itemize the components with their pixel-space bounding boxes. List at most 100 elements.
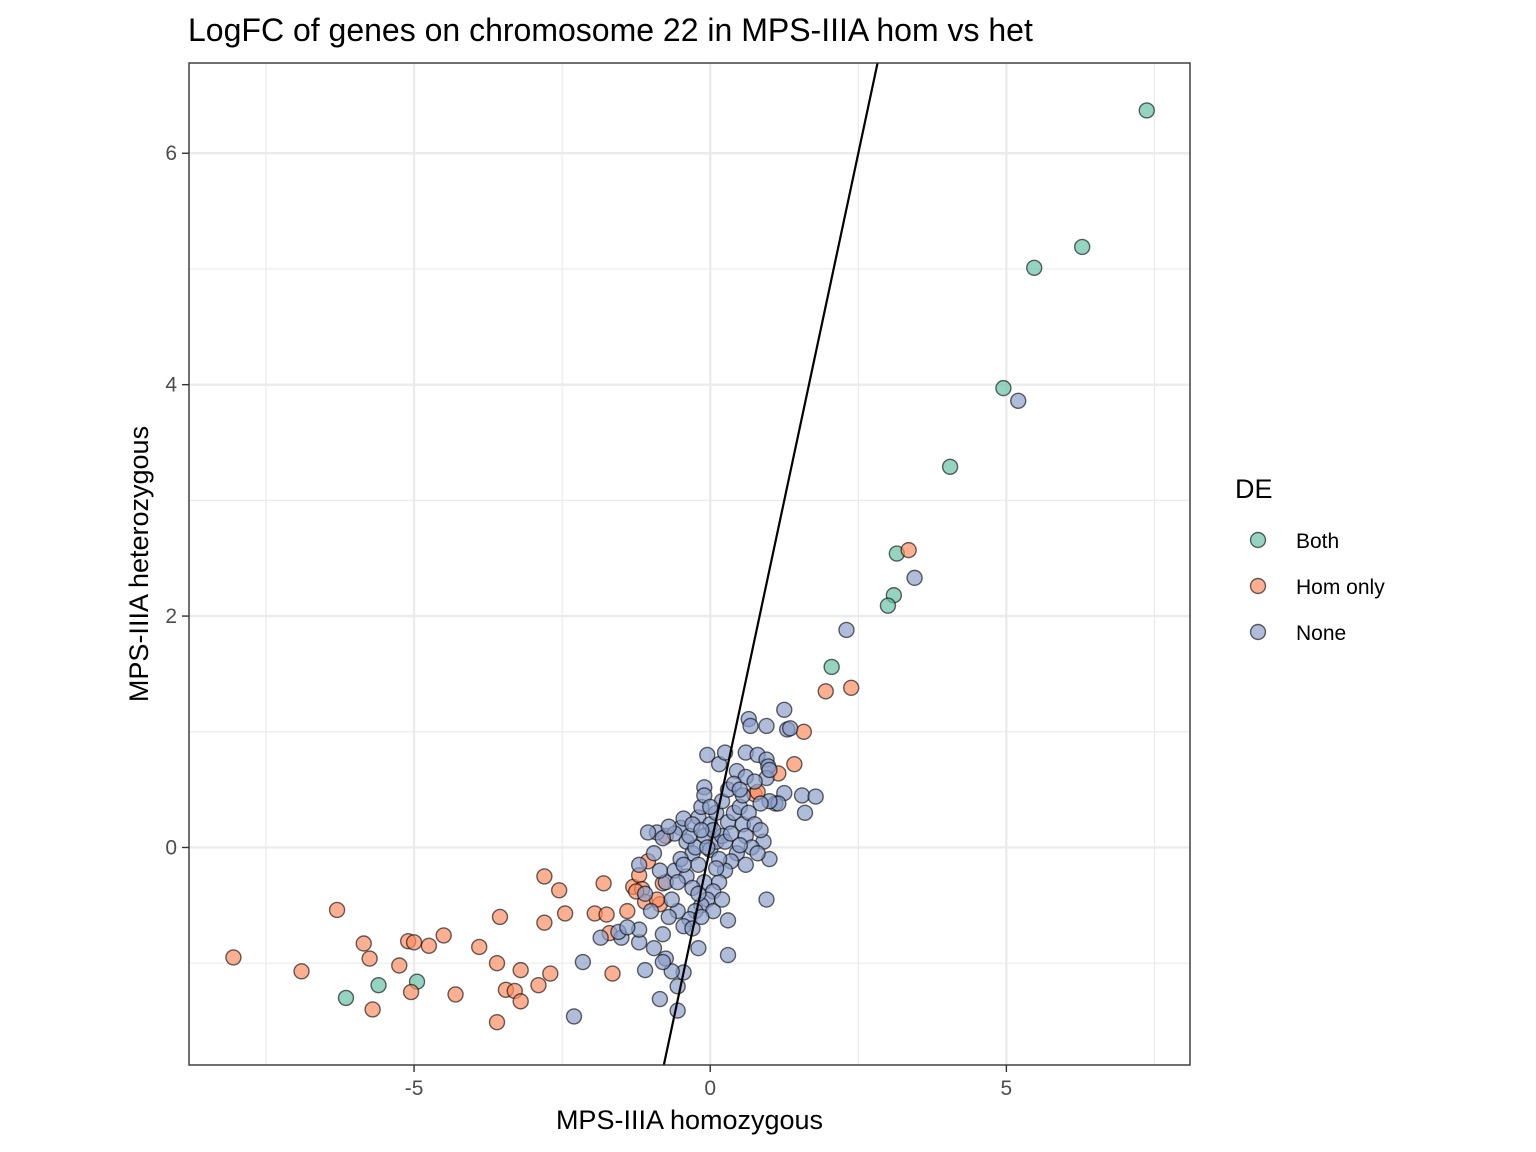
data-point xyxy=(355,935,372,952)
data-point xyxy=(364,1001,381,1018)
y-axis: 0 2 4 6 xyxy=(165,142,189,859)
data-point xyxy=(512,993,529,1010)
data-point xyxy=(746,773,763,790)
data-point xyxy=(796,804,814,821)
data-point xyxy=(776,701,793,718)
data-point xyxy=(669,978,686,995)
legend-key xyxy=(1249,577,1267,595)
data-point xyxy=(598,906,615,923)
data-point xyxy=(639,824,657,841)
y-axis-title: MPS-IIIA heterozygous xyxy=(124,426,154,702)
data-point xyxy=(823,658,840,676)
chart-title: LogFC of genes on chromosome 22 in MPS-I… xyxy=(188,12,1033,48)
x-tick-label: 0 xyxy=(704,1077,716,1100)
data-point xyxy=(843,679,860,697)
data-point xyxy=(405,934,423,951)
data-point xyxy=(758,717,775,735)
data-point xyxy=(660,818,677,835)
data-point xyxy=(699,746,716,764)
data-point xyxy=(654,953,672,971)
data-point xyxy=(293,963,310,980)
data-point xyxy=(719,946,737,964)
data-point xyxy=(752,821,769,839)
data-point xyxy=(565,1008,583,1025)
plot-panel xyxy=(188,62,1191,1066)
data-point xyxy=(707,860,725,877)
data-point xyxy=(619,919,636,936)
data-point xyxy=(941,458,959,476)
data-point xyxy=(654,926,672,943)
data-point xyxy=(370,976,387,994)
data-point xyxy=(402,983,420,1001)
data-point xyxy=(361,950,378,967)
data-point xyxy=(879,597,897,614)
data-point xyxy=(651,990,669,1008)
data-point xyxy=(574,953,592,971)
data-point xyxy=(693,821,710,839)
y-tick-label: 0 xyxy=(165,836,177,859)
data-point xyxy=(651,862,669,879)
data-point xyxy=(328,901,346,919)
data-point xyxy=(630,856,648,874)
data-point xyxy=(592,929,609,946)
data-point xyxy=(737,856,754,874)
data-point xyxy=(731,836,749,854)
data-point xyxy=(719,912,737,929)
data-point xyxy=(793,787,811,804)
data-point xyxy=(758,891,775,908)
data-point xyxy=(645,845,663,862)
minor-gridlines xyxy=(189,63,1190,1065)
data-point xyxy=(636,885,654,902)
data-point xyxy=(556,905,574,922)
legend: DE Both Hom only None xyxy=(1235,474,1385,645)
y-tick-label: 2 xyxy=(165,605,177,628)
data-point xyxy=(807,788,824,805)
data-point xyxy=(761,761,778,779)
data-point xyxy=(435,927,452,944)
data-point xyxy=(536,868,553,885)
x-tick-label: 5 xyxy=(1001,1077,1013,1100)
data-point xyxy=(675,856,692,874)
data-point xyxy=(690,939,707,957)
data-point xyxy=(660,908,677,926)
legend-key xyxy=(1249,623,1267,641)
data-point xyxy=(749,845,766,862)
data-point xyxy=(669,873,686,891)
data-point xyxy=(722,825,740,842)
y-tick-label: 6 xyxy=(165,142,177,165)
legend-items: Both Hom only None xyxy=(1249,530,1385,645)
legend-label: Hom only xyxy=(1296,576,1385,599)
x-axis: -5 0 5 xyxy=(405,1065,1012,1100)
data-point xyxy=(512,961,529,979)
legend-label: Both xyxy=(1296,530,1339,553)
legend-label: None xyxy=(1296,622,1346,645)
panel-background xyxy=(189,63,1190,1065)
data-point xyxy=(542,965,559,982)
data-point xyxy=(488,954,506,972)
legend-title: DE xyxy=(1235,474,1273,504)
reference-line xyxy=(662,62,879,1066)
data-point xyxy=(337,989,355,1007)
legend-key xyxy=(1249,531,1267,549)
data-point xyxy=(391,957,408,974)
data-point xyxy=(906,569,923,587)
data-point xyxy=(795,723,813,740)
data-point xyxy=(900,541,917,559)
data-points xyxy=(225,102,1155,1031)
data-point xyxy=(1010,392,1027,410)
data-point xyxy=(225,949,242,966)
data-point xyxy=(752,795,769,812)
data-point xyxy=(786,755,803,773)
x-axis-title: MPS-IIIA homozygous xyxy=(556,1105,823,1135)
x-tick-label: -5 xyxy=(405,1077,424,1100)
data-point xyxy=(491,908,509,926)
data-point xyxy=(619,902,636,920)
data-point xyxy=(420,937,438,955)
data-point xyxy=(817,683,834,700)
data-point xyxy=(645,939,663,957)
data-point xyxy=(550,882,568,899)
data-point xyxy=(447,986,464,1003)
data-point xyxy=(1026,259,1043,276)
data-point xyxy=(713,891,731,908)
data-point xyxy=(663,891,680,908)
